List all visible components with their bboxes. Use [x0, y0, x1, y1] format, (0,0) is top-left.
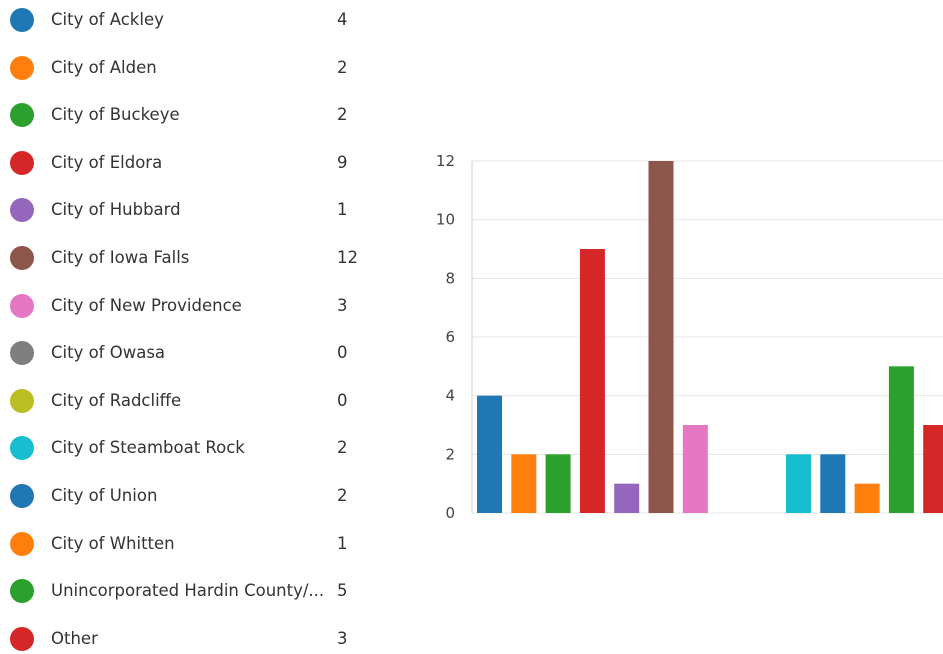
y-tick-label: 4	[445, 387, 455, 405]
legend-count: 3	[337, 295, 348, 315]
legend-item[interactable]: City of Hubbard 1	[0, 194, 380, 224]
bar-5[interactable]	[648, 161, 674, 513]
y-tick-label: 2	[445, 445, 455, 463]
bar-2[interactable]	[545, 454, 571, 513]
legend-item[interactable]: City of New Providence 3	[0, 290, 380, 320]
bar-13[interactable]	[923, 425, 943, 513]
legend-color-dot	[10, 341, 34, 366]
legend-color-dot	[10, 55, 34, 80]
legend-color-dot	[10, 531, 34, 556]
y-tick-label: 0	[445, 504, 455, 522]
legend-item[interactable]: City of Ackley 4	[0, 4, 380, 34]
legend-color-dot	[10, 103, 34, 128]
y-tick-label: 12	[436, 152, 455, 170]
y-tick-label: 6	[445, 328, 455, 346]
bars	[477, 161, 943, 513]
legend-item[interactable]: Unincorporated Hardin County/... 5	[0, 575, 380, 605]
legend-count: 1	[337, 200, 348, 220]
bar-0[interactable]	[477, 395, 502, 513]
legend-color-dot	[10, 436, 34, 461]
bar-3[interactable]	[579, 249, 605, 513]
legend-count: 0	[337, 390, 348, 410]
legend-item[interactable]: City of Eldora 9	[0, 147, 380, 177]
legend-item[interactable]: City of Alden 2	[0, 52, 380, 82]
legend-count: 2	[337, 57, 348, 77]
legend-color-dot	[10, 150, 34, 175]
bar-6[interactable]	[682, 425, 708, 513]
legend-color-dot	[10, 388, 34, 413]
legend-count: 4	[337, 10, 348, 29]
legend-color-dot	[10, 246, 34, 270]
legend-item[interactable]: City of Union 2	[0, 480, 380, 510]
legend-color-dot	[10, 626, 34, 651]
legend-color-dot	[10, 579, 34, 604]
legend-color-dot	[10, 484, 34, 508]
legend-item[interactable]: City of Steamboat Rock 2	[0, 432, 380, 462]
legend-color-dot	[10, 293, 34, 318]
legend-item[interactable]: City of Radcliffe 0	[0, 385, 380, 415]
bar-4[interactable]	[614, 483, 640, 513]
legend-count: 3	[337, 628, 348, 648]
legend-count: 9	[337, 152, 348, 172]
bar-9[interactable]	[786, 454, 811, 513]
legend-item[interactable]: City of Iowa Falls 12	[0, 242, 380, 272]
legend-count: 2	[337, 105, 348, 125]
legend-item[interactable]: City of Whitten 1	[0, 528, 380, 558]
legend-item[interactable]: City of Buckeye 2	[0, 99, 380, 129]
legend-item[interactable]: Other 3	[0, 623, 380, 653]
y-tick-label: 8	[445, 269, 455, 287]
legend-count: 2	[337, 486, 348, 505]
legend-item[interactable]: City of Owasa 0	[0, 337, 380, 367]
legend-color-dot	[10, 8, 34, 32]
legend-count: 2	[337, 438, 348, 458]
legend-count: 0	[337, 343, 348, 363]
bar-1[interactable]	[511, 454, 537, 513]
legend-count: 12	[337, 248, 358, 267]
y-axis-tick-labels: 0 2 4 6 8 10 12	[436, 152, 455, 522]
legend-color-dot	[10, 198, 34, 223]
bar-11[interactable]	[854, 483, 880, 513]
bar-10[interactable]	[820, 454, 846, 513]
legend-count: 1	[337, 533, 348, 553]
bar-12[interactable]	[888, 366, 914, 513]
legend-count: 5	[337, 581, 348, 601]
y-tick-label: 10	[436, 211, 455, 229]
